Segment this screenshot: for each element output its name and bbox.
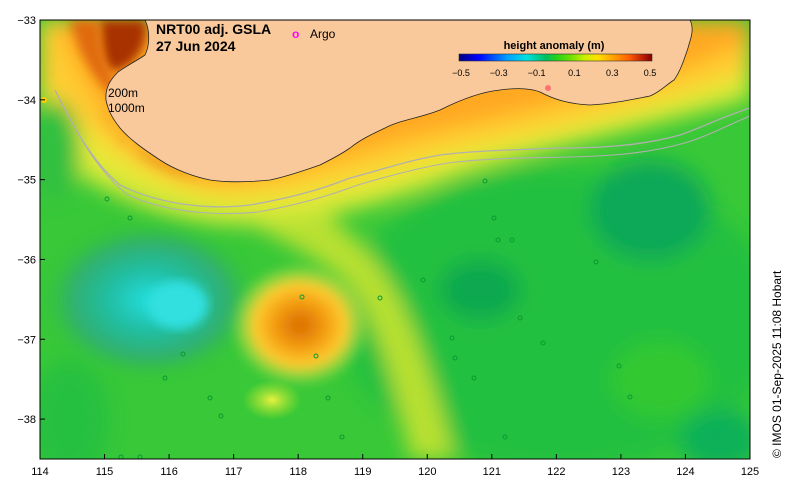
sea-level-field: [40, 20, 750, 459]
argo-legend-marker: o: [292, 27, 299, 41]
colorbar-tick-label: −0.1: [528, 68, 546, 78]
y-tick-label: −37: [17, 334, 36, 346]
colorbar-gradient: [458, 53, 653, 62]
colorbar-tick-label: −0.3: [490, 68, 508, 78]
isobath-1000m: [59, 99, 750, 215]
isobath-200m-label: 200m: [108, 86, 138, 100]
x-tick-label: 123: [612, 466, 630, 478]
colorbar-tick-label: 0.3: [606, 68, 619, 78]
isobath-1000m-label: 1000m: [108, 101, 145, 115]
colorbar-tick-label: 0.5: [644, 68, 657, 78]
colorbar-tick-label: 0.1: [568, 68, 581, 78]
colorbar-title: height anomaly (m): [504, 40, 605, 52]
x-tick-label: 122: [547, 466, 565, 478]
y-tick-label: −35: [17, 175, 36, 187]
y-tick-label: −34: [17, 95, 36, 107]
y-axis: −33 −34 −35 −36 −37 −38: [17, 15, 45, 426]
x-tick-label: 119: [354, 466, 372, 478]
map-title: NRT00 adj. GSLA: [156, 21, 271, 37]
colorbar: height anomaly (m) −0.5 −0.3 −0.1 0.1 0.3 0.5: [452, 40, 656, 78]
x-tick-label: 116: [160, 466, 178, 478]
x-tick-label: 124: [676, 466, 694, 478]
colorbar-tick-label: −0.5: [452, 68, 470, 78]
x-tick-label: 117: [225, 466, 243, 478]
y-tick-label: −36: [17, 254, 36, 266]
x-tick-label: 118: [289, 466, 307, 478]
y-tick-label: −33: [17, 15, 36, 27]
x-tick-label: 114: [31, 466, 49, 478]
argo-legend-label: Argo: [310, 27, 336, 41]
y-tick-label: −38: [17, 414, 36, 426]
credit-text: © IMOS 01-Sep-2025 11:08 Hobart: [770, 270, 784, 458]
map-date: 27 Jun 2024: [156, 38, 236, 54]
x-tick-label: 125: [741, 466, 759, 478]
argo-floats: [104, 178, 633, 459]
x-tick-label: 115: [96, 466, 114, 478]
x-tick-label: 120: [418, 466, 436, 478]
x-tick-label: 121: [483, 466, 501, 478]
isobath-200m: [54, 89, 750, 208]
x-axis: 114 115 116 117 118 119 120 121 122 123 124 125: [31, 454, 759, 478]
